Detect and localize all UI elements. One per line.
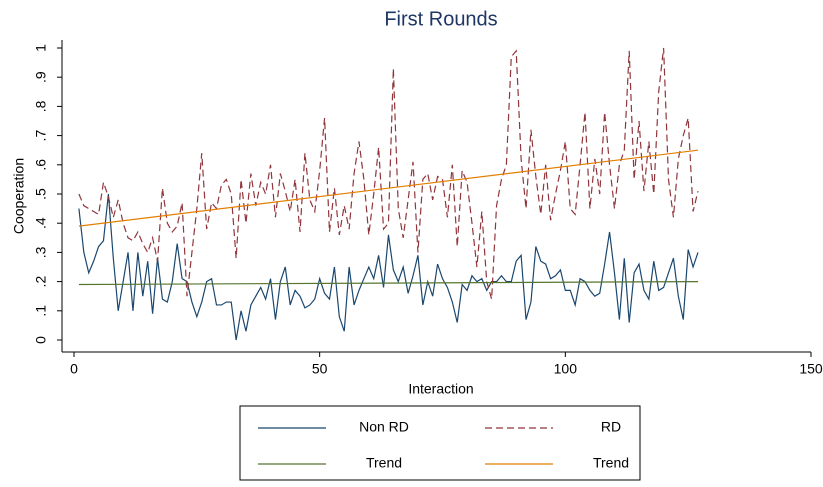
y-tick-label: 1 <box>33 44 49 52</box>
series-line <box>78 193 699 341</box>
x-axis-label: Interaction <box>408 381 473 397</box>
y-tick-label: .6 <box>33 159 49 171</box>
y-tick-label: .4 <box>33 217 49 229</box>
x-tick-label: 50 <box>312 361 328 377</box>
y-axis-label: Cooperation <box>11 158 27 234</box>
legend-label: Trend <box>593 455 629 471</box>
x-tick-label: 100 <box>554 361 578 377</box>
legend-label: Non RD <box>359 419 409 435</box>
y-tick-label: .9 <box>33 71 49 83</box>
series-line <box>78 47 699 300</box>
x-tick-label: 150 <box>799 361 823 377</box>
chart-title: First Rounds <box>384 8 497 30</box>
y-tick-label: .3 <box>33 246 49 258</box>
y-tick-label: .2 <box>33 276 49 288</box>
legend-label: Trend <box>366 455 402 471</box>
y-tick-label: .5 <box>33 188 49 200</box>
x-tick-label: 0 <box>70 361 78 377</box>
y-tick-label: .8 <box>33 100 49 112</box>
y-tick-label: .7 <box>33 130 49 142</box>
legend-label: RD <box>601 419 621 435</box>
series-line <box>78 149 699 227</box>
legend-box <box>239 405 641 481</box>
series-line <box>78 281 698 286</box>
y-tick-label: .1 <box>33 305 49 317</box>
y-tick-label: 0 <box>33 336 49 344</box>
